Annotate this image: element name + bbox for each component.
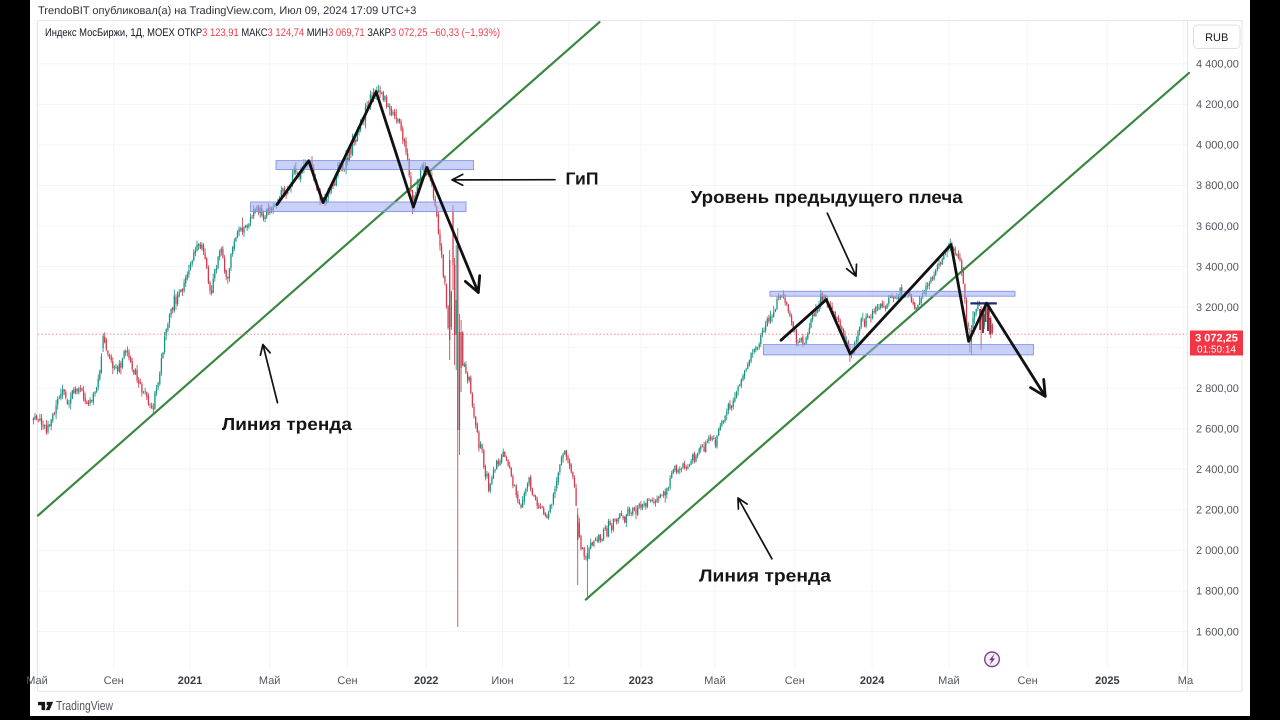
svg-text:TrendoBIT опубликовал(а) на Tr: TrendoBIT опубликовал(а) на TradingView.… (38, 5, 416, 17)
svg-text:Сен: Сен (104, 675, 124, 687)
svg-text:2024: 2024 (860, 675, 885, 687)
svg-text:2021: 2021 (178, 675, 202, 687)
svg-text:Июн: Июн (491, 675, 513, 687)
svg-text:Уровень предыдущего плеча: Уровень предыдущего плеча (691, 187, 963, 207)
svg-text:Май: Май (259, 675, 281, 687)
svg-text:01:50:14: 01:50:14 (1197, 344, 1236, 355)
svg-text:2023: 2023 (629, 675, 653, 687)
svg-text:4 400,00: 4 400,00 (1196, 59, 1239, 71)
svg-text:4 200,00: 4 200,00 (1196, 99, 1239, 111)
svg-text:3 072,25: 3 072,25 (1195, 332, 1238, 344)
svg-text:RUB: RUB (1205, 32, 1228, 44)
svg-text:3 800,00: 3 800,00 (1196, 180, 1239, 192)
svg-text:4 000,00: 4 000,00 (1196, 140, 1239, 152)
svg-text:Май: Май (26, 675, 48, 687)
svg-text:Май: Май (704, 675, 726, 687)
svg-text:ГиП: ГиП (566, 169, 599, 189)
svg-text:1 600,00: 1 600,00 (1196, 626, 1239, 638)
svg-text:TradingView: TradingView (56, 698, 113, 713)
svg-text:1 800,00: 1 800,00 (1196, 586, 1239, 598)
svg-text:3 400,00: 3 400,00 (1196, 261, 1239, 273)
svg-text:Май: Май (938, 675, 960, 687)
svg-text:Ма: Ма (1178, 675, 1194, 687)
svg-text:Сен: Сен (1018, 675, 1038, 687)
svg-text:12: 12 (563, 675, 575, 687)
svg-text:Сен: Сен (785, 675, 805, 687)
svg-text:2 800,00: 2 800,00 (1196, 383, 1239, 395)
svg-text:2025: 2025 (1095, 675, 1119, 687)
svg-text:Линия тренда: Линия тренда (222, 414, 352, 434)
svg-text:3 200,00: 3 200,00 (1196, 302, 1239, 314)
svg-text:Индекс МосБиржи, 1Д, MOEX ОТК: Индекс МосБиржи, 1Д, MOEX ОТКР3 123,91 М… (45, 27, 500, 39)
svg-text:3 600,00: 3 600,00 (1196, 221, 1239, 233)
svg-text:2 400,00: 2 400,00 (1196, 464, 1239, 476)
svg-text:Линия тренда: Линия тренда (699, 565, 831, 585)
svg-text:2 600,00: 2 600,00 (1196, 424, 1239, 436)
svg-text:2 200,00: 2 200,00 (1196, 505, 1239, 517)
svg-text:2022: 2022 (414, 675, 438, 687)
svg-text:2 000,00: 2 000,00 (1196, 545, 1239, 557)
svg-text:Сен: Сен (337, 675, 357, 687)
